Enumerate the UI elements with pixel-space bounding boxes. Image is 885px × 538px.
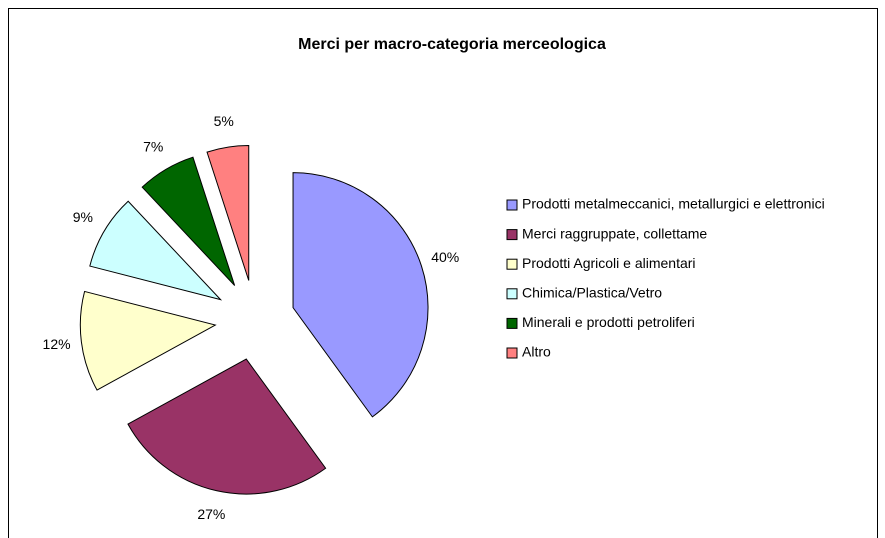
legend-label: Chimica/Plastica/Vetro [522, 285, 662, 301]
data-label: 40% [431, 249, 459, 265]
legend-label: Altro [522, 344, 551, 360]
pie-slice [79, 290, 217, 391]
data-label: 7% [143, 139, 163, 155]
chart-title: Merci per macro-categoria merceologica [298, 36, 606, 53]
legend-swatch [506, 199, 518, 211]
chart-frame [8, 8, 878, 538]
legend-swatch [506, 258, 518, 270]
legend-label: Merci raggruppate, collettame [522, 225, 707, 241]
legend-swatch [506, 288, 518, 300]
pie-slice [89, 200, 223, 301]
legend-label: Minerali e prodotti petroliferi [522, 314, 695, 330]
pie-slice [206, 144, 250, 281]
data-label: 12% [43, 336, 71, 352]
data-label: 27% [197, 506, 225, 522]
pie-slice [292, 172, 429, 418]
legend-label: Prodotti metalmeccanici, metallurgici e … [522, 196, 825, 212]
data-label: 9% [73, 209, 93, 225]
legend-swatch [506, 229, 518, 241]
pie-slice [127, 358, 327, 495]
legend-swatch [506, 347, 518, 359]
legend-swatch [506, 317, 518, 329]
legend-label: Prodotti Agricoli e alimentari [522, 255, 696, 271]
data-label: 5% [214, 113, 234, 129]
pie-slice [141, 156, 236, 286]
